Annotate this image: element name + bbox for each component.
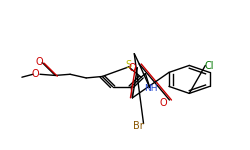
Text: O: O bbox=[36, 57, 44, 67]
Text: O: O bbox=[32, 69, 39, 79]
Text: Br: Br bbox=[133, 121, 144, 131]
Text: NH: NH bbox=[144, 84, 158, 93]
Text: O: O bbox=[128, 63, 136, 73]
Text: O: O bbox=[160, 98, 167, 108]
Text: Cl: Cl bbox=[204, 61, 214, 71]
Text: S: S bbox=[126, 60, 132, 70]
